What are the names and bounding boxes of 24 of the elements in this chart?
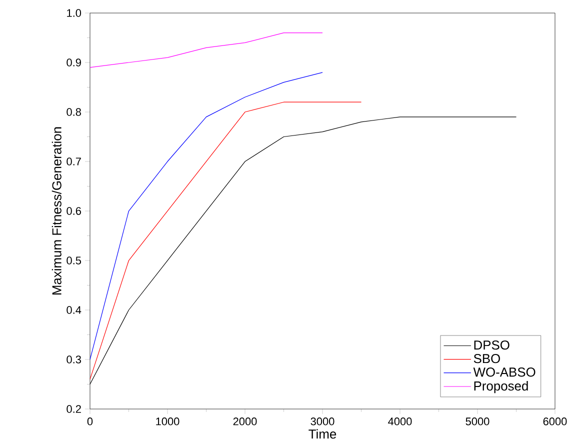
x-tick-label: 2000 (233, 418, 257, 426)
legend-label: SBO (474, 354, 500, 364)
y-tick-label: 0.5 (66, 256, 82, 264)
y-tick-label: 0.4 (66, 306, 82, 314)
y-tick-label: 0.9 (66, 58, 81, 66)
y-tick-label: 1.0 (67, 9, 82, 17)
x-tick-label: 4000 (388, 418, 412, 426)
legend-label: Proposed (474, 381, 528, 394)
legend-label: WO-ABSO (473, 368, 536, 377)
y-axis-title: Maximum Fitness/Generation (52, 127, 62, 295)
x-tick-label: 6000 (543, 418, 567, 426)
x-tick-label: 1000 (156, 418, 180, 426)
x-axis-title: Time (308, 429, 336, 439)
y-tick-label: 0.2 (66, 405, 81, 413)
y-tick-label: 0.7 (66, 158, 81, 166)
x-tick-label: 3000 (310, 418, 334, 426)
x-tick-label: 0 (87, 418, 93, 426)
y-tick-label: 0.3 (66, 356, 81, 364)
line-series (90, 72, 323, 360)
y-tick-label: 0.6 (66, 207, 81, 215)
y-tick-label: 0.8 (66, 108, 81, 116)
legend-label: DPSO (474, 340, 510, 350)
line-series (90, 32, 323, 68)
x-tick-label: 5000 (466, 418, 490, 426)
